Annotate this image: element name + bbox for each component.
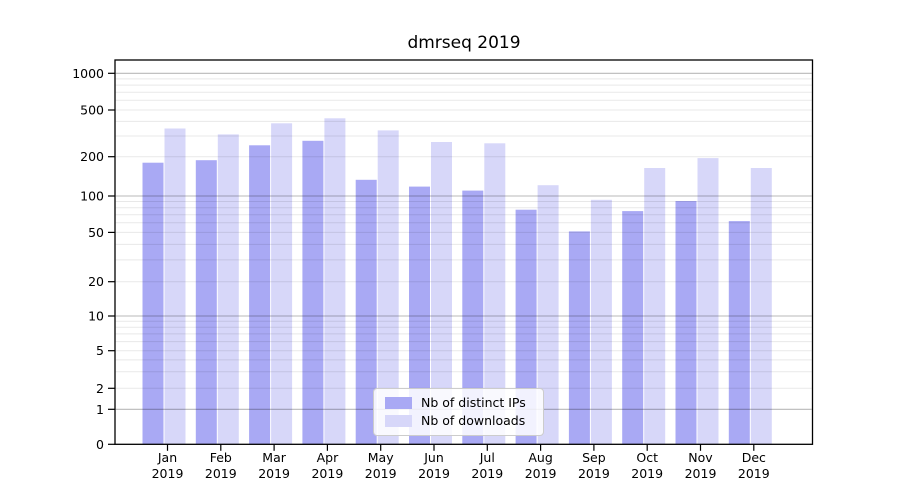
- x-tick-label: Feb 2019: [205, 450, 237, 481]
- bar-distinct-ips-feb: [195, 160, 217, 445]
- bar-distinct-ips-jan: [142, 162, 164, 445]
- bar-distinct-ips-jun: [409, 186, 430, 445]
- bar-downloads-jun: [431, 142, 452, 445]
- legend: Nb of distinct IPs Nb of downloads: [373, 388, 544, 436]
- x-tick-label: Apr 2019: [311, 450, 343, 481]
- bar-downloads-oct: [644, 168, 666, 445]
- plot-border: [114, 59, 814, 445]
- bar-downloads-nov: [697, 158, 719, 445]
- x-tick-label: May 2019: [365, 450, 397, 481]
- bar-downloads-apr: [324, 118, 346, 445]
- y-tick-label: 1: [96, 402, 104, 417]
- y-tick-label: 20: [88, 274, 104, 289]
- bar-distinct-ips-may: [355, 179, 377, 445]
- y-tick-label: 200: [80, 149, 104, 164]
- bar-distinct-ips-jul: [462, 190, 484, 445]
- bar-distinct-ips-nov: [675, 201, 697, 445]
- legend-item-downloads: Nb of downloads: [374, 412, 543, 428]
- x-tick-label: Dec 2019: [738, 450, 770, 481]
- bar-distinct-ips-oct: [622, 211, 644, 445]
- bar-distinct-ips-dec: [728, 221, 750, 445]
- bar-downloads-jan: [164, 128, 186, 445]
- bar-downloads-mar: [271, 123, 293, 445]
- y-tick-label: 5: [96, 343, 104, 358]
- x-tick-label: Jul 2019: [471, 450, 503, 481]
- y-tick-label: 10: [88, 309, 104, 324]
- bar-downloads-jul: [484, 143, 506, 445]
- bar-distinct-ips-mar: [249, 145, 271, 445]
- y-tick-label: 2: [96, 381, 104, 396]
- x-tick-label: Sep 2019: [578, 450, 610, 481]
- bar-distinct-ips-aug: [515, 209, 537, 445]
- y-tick-label: 0: [96, 437, 104, 452]
- legend-item-distinct-ips: Nb of distinct IPs: [374, 395, 543, 410]
- bar-downloads-feb: [217, 134, 239, 445]
- legend-label-downloads: Nb of downloads: [421, 412, 526, 428]
- y-tick-label: 1000: [72, 66, 104, 81]
- bar-downloads-dec: [750, 168, 772, 445]
- bar-distinct-ips-apr: [302, 140, 324, 445]
- x-tick-label: Nov 2019: [685, 450, 717, 481]
- chart-title: dmrseq 2019: [407, 33, 521, 53]
- x-tick-label: Jun 2019: [418, 450, 450, 481]
- y-tick-label: 50: [88, 225, 104, 240]
- legend-label-distinct-ips: Nb of distinct IPs: [421, 395, 526, 410]
- y-tick-label: 500: [80, 103, 104, 118]
- bar-downloads-sep: [590, 199, 612, 445]
- bar-distinct-ips-sep: [568, 231, 590, 445]
- legend-swatch-downloads: [385, 414, 412, 427]
- bar-downloads-aug: [537, 185, 559, 445]
- x-tick-label: Mar 2019: [258, 450, 290, 481]
- y-tick-label: 100: [80, 189, 104, 204]
- x-tick-label: Aug 2019: [525, 450, 557, 481]
- bar-downloads-may: [377, 130, 399, 445]
- x-tick-label: Oct 2019: [631, 450, 663, 481]
- legend-swatch-distinct-ips: [385, 397, 412, 410]
- x-tick-label: Jan 2019: [152, 450, 184, 481]
